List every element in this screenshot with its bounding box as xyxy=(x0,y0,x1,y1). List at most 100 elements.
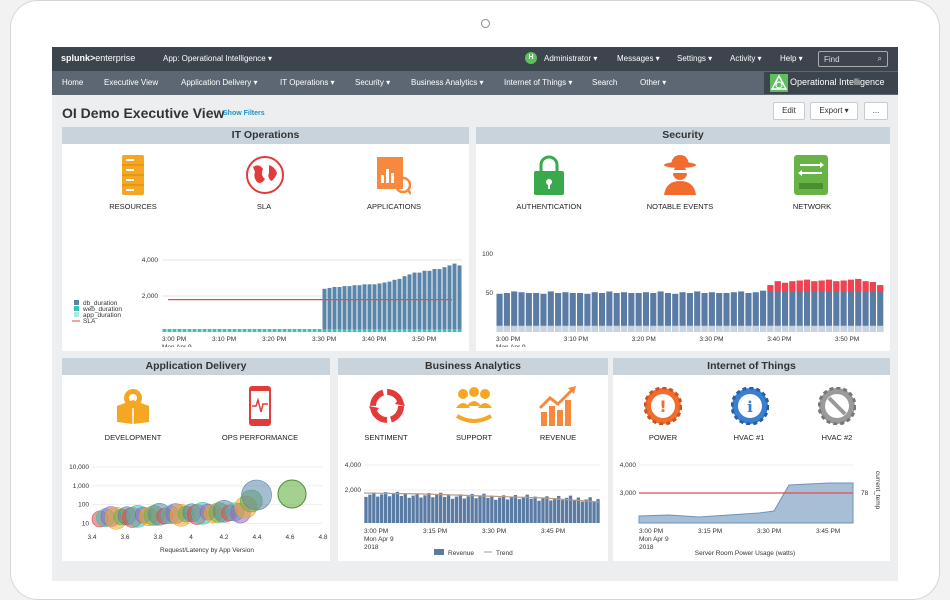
nav-business-analytics[interactable]: Business Analytics ▾ xyxy=(411,78,484,87)
bar-segment xyxy=(738,325,745,332)
bar xyxy=(525,494,529,523)
bar-segment xyxy=(496,325,503,332)
icon-label: SUPPORT xyxy=(455,433,493,442)
edit-button[interactable]: Edit xyxy=(773,102,805,120)
bar xyxy=(840,280,847,332)
bar xyxy=(327,287,332,332)
y-tick-label: 3,000 xyxy=(620,490,637,497)
gear-box-icon[interactable] xyxy=(115,386,151,424)
more-button[interactable]: ... xyxy=(864,102,888,120)
messages-menu[interactable]: Messages ▾ xyxy=(617,54,660,63)
business-analytics-panel: Business Analytics SENTIMENT SUPPORT REV… xyxy=(338,358,608,561)
show-filters-link[interactable]: Show Filters xyxy=(223,110,265,117)
bar-segment xyxy=(825,279,833,292)
avatar[interactable]: H xyxy=(525,52,537,64)
lock-icon[interactable] xyxy=(534,155,564,195)
bar xyxy=(347,286,352,332)
bar xyxy=(470,494,474,523)
bar-segment xyxy=(252,329,257,332)
legend-label: app_duration xyxy=(83,312,121,319)
bar-segment xyxy=(312,329,317,332)
support-people-icon[interactable] xyxy=(453,386,495,426)
splunk-logo[interactable]: splunk>enterprise xyxy=(61,53,136,63)
bar-segment xyxy=(372,329,377,332)
bar xyxy=(422,270,427,332)
bar xyxy=(503,293,510,332)
nav-other[interactable]: Other ▾ xyxy=(640,78,667,87)
globe-icon[interactable] xyxy=(245,155,285,195)
nav-search[interactable]: Search xyxy=(592,78,618,87)
bar xyxy=(606,291,613,332)
bar-segment xyxy=(217,329,222,332)
bar-segment xyxy=(694,325,701,332)
x-tick-label: 3.4 xyxy=(87,534,96,541)
analytics-icon[interactable] xyxy=(377,155,411,195)
y-tick-label: 4,000 xyxy=(142,257,159,264)
panel-title: Business Analytics xyxy=(338,358,608,375)
server-icon[interactable] xyxy=(122,155,144,195)
bar-segment xyxy=(540,325,547,332)
growth-chart-icon[interactable] xyxy=(538,386,578,426)
x-tick-label: 3:20 PM xyxy=(632,336,656,343)
bar-segment xyxy=(620,325,628,332)
bar-segment xyxy=(789,325,796,332)
svg-text:i: i xyxy=(747,398,753,416)
phone-pulse-icon[interactable] xyxy=(249,386,271,426)
help-menu[interactable]: Help ▾ xyxy=(780,54,803,63)
bar xyxy=(811,281,818,332)
bar-segment xyxy=(796,280,803,292)
nav-internet-of-things[interactable]: Internet of Things ▾ xyxy=(504,78,573,87)
settings-menu[interactable]: Settings ▾ xyxy=(677,54,713,63)
bar-segment xyxy=(774,281,781,292)
legend-swatch xyxy=(74,312,79,317)
cycle-arrows-icon[interactable] xyxy=(367,386,407,426)
network-switch-icon[interactable] xyxy=(794,155,828,195)
camera-icon xyxy=(481,19,490,28)
bar-segment xyxy=(803,279,811,292)
bubble xyxy=(277,479,307,509)
x-tick-label: 4 xyxy=(189,534,193,541)
activity-menu[interactable]: Activity ▾ xyxy=(730,54,762,63)
export-button[interactable]: Export ▾ xyxy=(810,102,858,120)
nav-application-delivery[interactable]: Application Delivery ▾ xyxy=(181,78,258,87)
nav-security[interactable]: Security ▾ xyxy=(355,78,391,87)
bar xyxy=(620,292,628,332)
bar xyxy=(767,285,774,332)
x-tick-label: 3:20 PM xyxy=(262,336,286,343)
brand-badge: Operational Intelligence xyxy=(764,72,898,94)
bar xyxy=(362,284,367,332)
bar xyxy=(642,292,650,332)
legend-label: Trend xyxy=(496,550,513,557)
bar xyxy=(701,293,708,332)
info-gear-icon[interactable]: i xyxy=(731,387,769,425)
bar xyxy=(576,497,581,523)
x-tick-label: 3:00 PM xyxy=(162,336,186,343)
nav-executive-view[interactable]: Executive View xyxy=(104,78,159,87)
bar-segment xyxy=(650,325,657,332)
bar-segment xyxy=(202,329,207,332)
icon-label: AUTHENTICATION xyxy=(516,202,582,211)
app-menu[interactable]: App: Operational Intelligence ▾ xyxy=(163,54,272,63)
bar-segment xyxy=(767,325,774,332)
bar xyxy=(395,491,400,523)
bar xyxy=(686,293,693,332)
search-input[interactable]: Find ⌕ xyxy=(818,51,888,67)
bar xyxy=(580,501,584,523)
bar xyxy=(446,494,451,523)
bar xyxy=(352,285,357,332)
power-gear-icon[interactable]: ! xyxy=(644,387,682,425)
x-tick-label: 3:10 PM xyxy=(212,336,236,343)
user-menu[interactable]: Administrator ▾ xyxy=(544,54,598,63)
bar-segment xyxy=(818,280,825,292)
bar xyxy=(474,498,478,523)
bar xyxy=(458,494,463,523)
bar xyxy=(833,281,840,332)
bar xyxy=(391,494,396,523)
spy-icon[interactable] xyxy=(662,155,698,195)
bar-segment xyxy=(818,325,825,332)
nav-home[interactable]: Home xyxy=(62,78,84,87)
info-gear-gray-icon[interactable] xyxy=(818,387,856,425)
bar-segment xyxy=(187,329,192,332)
nav-it-operations[interactable]: IT Operations ▾ xyxy=(280,78,335,87)
